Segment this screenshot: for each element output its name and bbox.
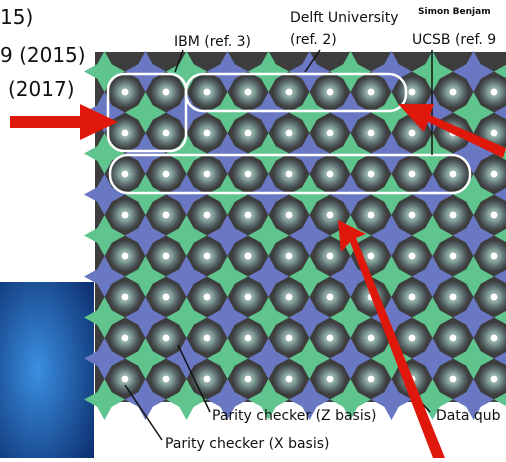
data-qubit	[409, 294, 416, 301]
data-qubit	[122, 89, 129, 96]
left-label: 9 (2015)	[0, 43, 86, 67]
label: Data qub	[436, 408, 501, 424]
data-qubit	[368, 171, 375, 178]
left-label: 15)	[0, 5, 33, 29]
data-qubit	[286, 294, 293, 301]
data-qubit	[327, 212, 334, 219]
data-qubit	[204, 253, 211, 260]
left-label: (2017)	[8, 77, 75, 101]
data-qubit	[245, 335, 252, 342]
data-qubit	[327, 171, 334, 178]
data-qubit	[368, 335, 375, 342]
data-qubit	[327, 294, 334, 301]
data-qubit	[327, 335, 334, 342]
data-qubit	[286, 253, 293, 260]
data-qubit	[204, 294, 211, 301]
data-qubit	[491, 212, 498, 219]
data-qubit	[491, 89, 498, 96]
data-qubit	[491, 171, 498, 178]
data-qubit	[368, 130, 375, 137]
data-qubit	[409, 89, 416, 96]
data-qubit	[409, 130, 416, 137]
data-qubit	[163, 294, 170, 301]
data-qubit	[286, 376, 293, 383]
data-qubit	[163, 212, 170, 219]
data-qubit	[204, 212, 211, 219]
data-qubit	[368, 253, 375, 260]
data-qubit	[409, 335, 416, 342]
data-qubit	[163, 253, 170, 260]
label: IBM (ref. 3)	[174, 34, 251, 50]
data-qubit	[245, 253, 252, 260]
data-qubit	[245, 89, 252, 96]
data-qubit	[409, 253, 416, 260]
data-qubit	[122, 130, 129, 137]
label: Parity checker (Z basis)	[212, 408, 376, 424]
data-qubit	[491, 335, 498, 342]
data-qubit	[204, 376, 211, 383]
background-photo	[0, 282, 94, 458]
data-qubit	[409, 171, 416, 178]
data-qubit	[122, 253, 129, 260]
data-qubit	[368, 212, 375, 219]
label: Delft University	[290, 10, 399, 26]
data-qubit	[122, 171, 129, 178]
label: (ref. 2)	[290, 32, 337, 48]
figure: 15) 9 (2015) (2017) IBM (ref. 3) Delft U…	[0, 0, 506, 458]
data-qubit	[122, 212, 129, 219]
data-qubit	[286, 335, 293, 342]
data-qubit	[491, 130, 498, 137]
data-qubit	[286, 212, 293, 219]
data-qubit	[491, 294, 498, 301]
data-qubit	[327, 253, 334, 260]
data-qubit	[286, 89, 293, 96]
data-qubit	[450, 212, 457, 219]
data-qubit	[204, 89, 211, 96]
data-qubit	[327, 130, 334, 137]
data-qubit	[204, 171, 211, 178]
data-qubit	[491, 376, 498, 383]
data-qubit	[163, 376, 170, 383]
label: Parity checker (X basis)	[165, 436, 329, 452]
data-qubit	[163, 89, 170, 96]
data-qubit	[450, 89, 457, 96]
data-qubit	[163, 335, 170, 342]
label: Simon Benjam	[418, 7, 491, 17]
data-qubit	[368, 376, 375, 383]
data-qubit	[122, 294, 129, 301]
data-qubit	[491, 253, 498, 260]
data-qubit	[204, 335, 211, 342]
data-qubit	[245, 171, 252, 178]
data-qubit	[163, 171, 170, 178]
data-qubit	[245, 130, 252, 137]
data-qubit	[327, 376, 334, 383]
data-qubit	[122, 376, 129, 383]
label: UCSB (ref. 9	[412, 32, 496, 48]
data-qubit	[245, 376, 252, 383]
data-qubit	[327, 89, 334, 96]
data-qubit	[122, 335, 129, 342]
data-qubit	[368, 89, 375, 96]
data-qubit	[245, 212, 252, 219]
data-qubit	[245, 294, 252, 301]
data-qubit	[450, 376, 457, 383]
data-qubit	[450, 171, 457, 178]
data-qubit	[204, 130, 211, 137]
data-qubit	[450, 294, 457, 301]
data-qubit	[286, 171, 293, 178]
data-qubit	[286, 130, 293, 137]
data-qubit	[163, 130, 170, 137]
data-qubit	[409, 212, 416, 219]
data-qubit	[450, 253, 457, 260]
data-qubit	[450, 335, 457, 342]
